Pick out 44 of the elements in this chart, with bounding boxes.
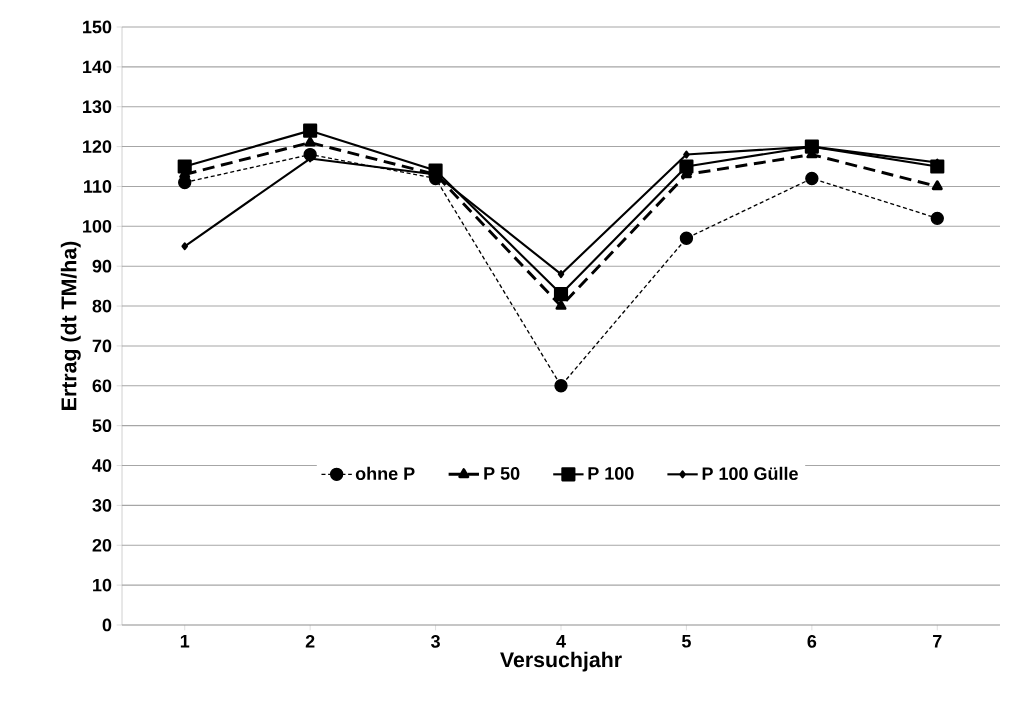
x-tick-label: 7: [933, 635, 942, 648]
y-tick-label: 30: [92, 499, 112, 512]
x-tick-label: 1: [180, 635, 190, 648]
legend-label: P 100: [588, 467, 634, 480]
x-tick-label: 5: [681, 635, 691, 648]
x-tick-label: 4: [556, 635, 566, 648]
legend-label: P 100 Gülle: [702, 466, 798, 481]
x-tick-label: 2: [305, 635, 315, 648]
y-tick-label: 10: [93, 578, 112, 592]
point: [805, 171, 819, 186]
y-tick-label: 150: [83, 20, 112, 34]
point: [679, 231, 694, 245]
y-tick-label: 60: [92, 379, 112, 393]
point: [177, 159, 192, 174]
point: [304, 136, 316, 147]
point: [557, 270, 565, 279]
point: [683, 150, 690, 159]
legend-label: ohne P: [355, 466, 415, 481]
x-tick-label: 3: [430, 635, 440, 648]
y-tick-label: 120: [83, 140, 112, 153]
y-tick-label: 90: [92, 259, 112, 273]
legend-label: P 50: [484, 467, 520, 480]
x-tick-label: 6: [807, 635, 817, 648]
y-tick-label: 20: [92, 538, 112, 552]
point: [303, 123, 318, 138]
point: [553, 287, 569, 302]
point: [931, 180, 943, 191]
point: [181, 242, 188, 251]
y-tick-label: 130: [83, 100, 112, 114]
y-axis-title: Ertrag (dt TM/ha): [60, 241, 81, 410]
point: [178, 175, 192, 190]
point: [930, 211, 944, 226]
point: [428, 163, 443, 178]
y-tick-label: 70: [92, 339, 112, 353]
y-tick-label: 50: [92, 419, 112, 433]
y-tick-label: 140: [83, 60, 112, 74]
y-tick-label: 110: [84, 180, 112, 193]
y-tick-label: 40: [92, 459, 112, 472]
point: [554, 379, 568, 393]
point: [679, 159, 694, 174]
y-tick-label: 80: [92, 299, 112, 313]
y-tick-label: 0: [102, 618, 112, 632]
x-axis-title: Versuchjahr: [500, 651, 622, 672]
y-tick-label: 100: [83, 219, 112, 233]
